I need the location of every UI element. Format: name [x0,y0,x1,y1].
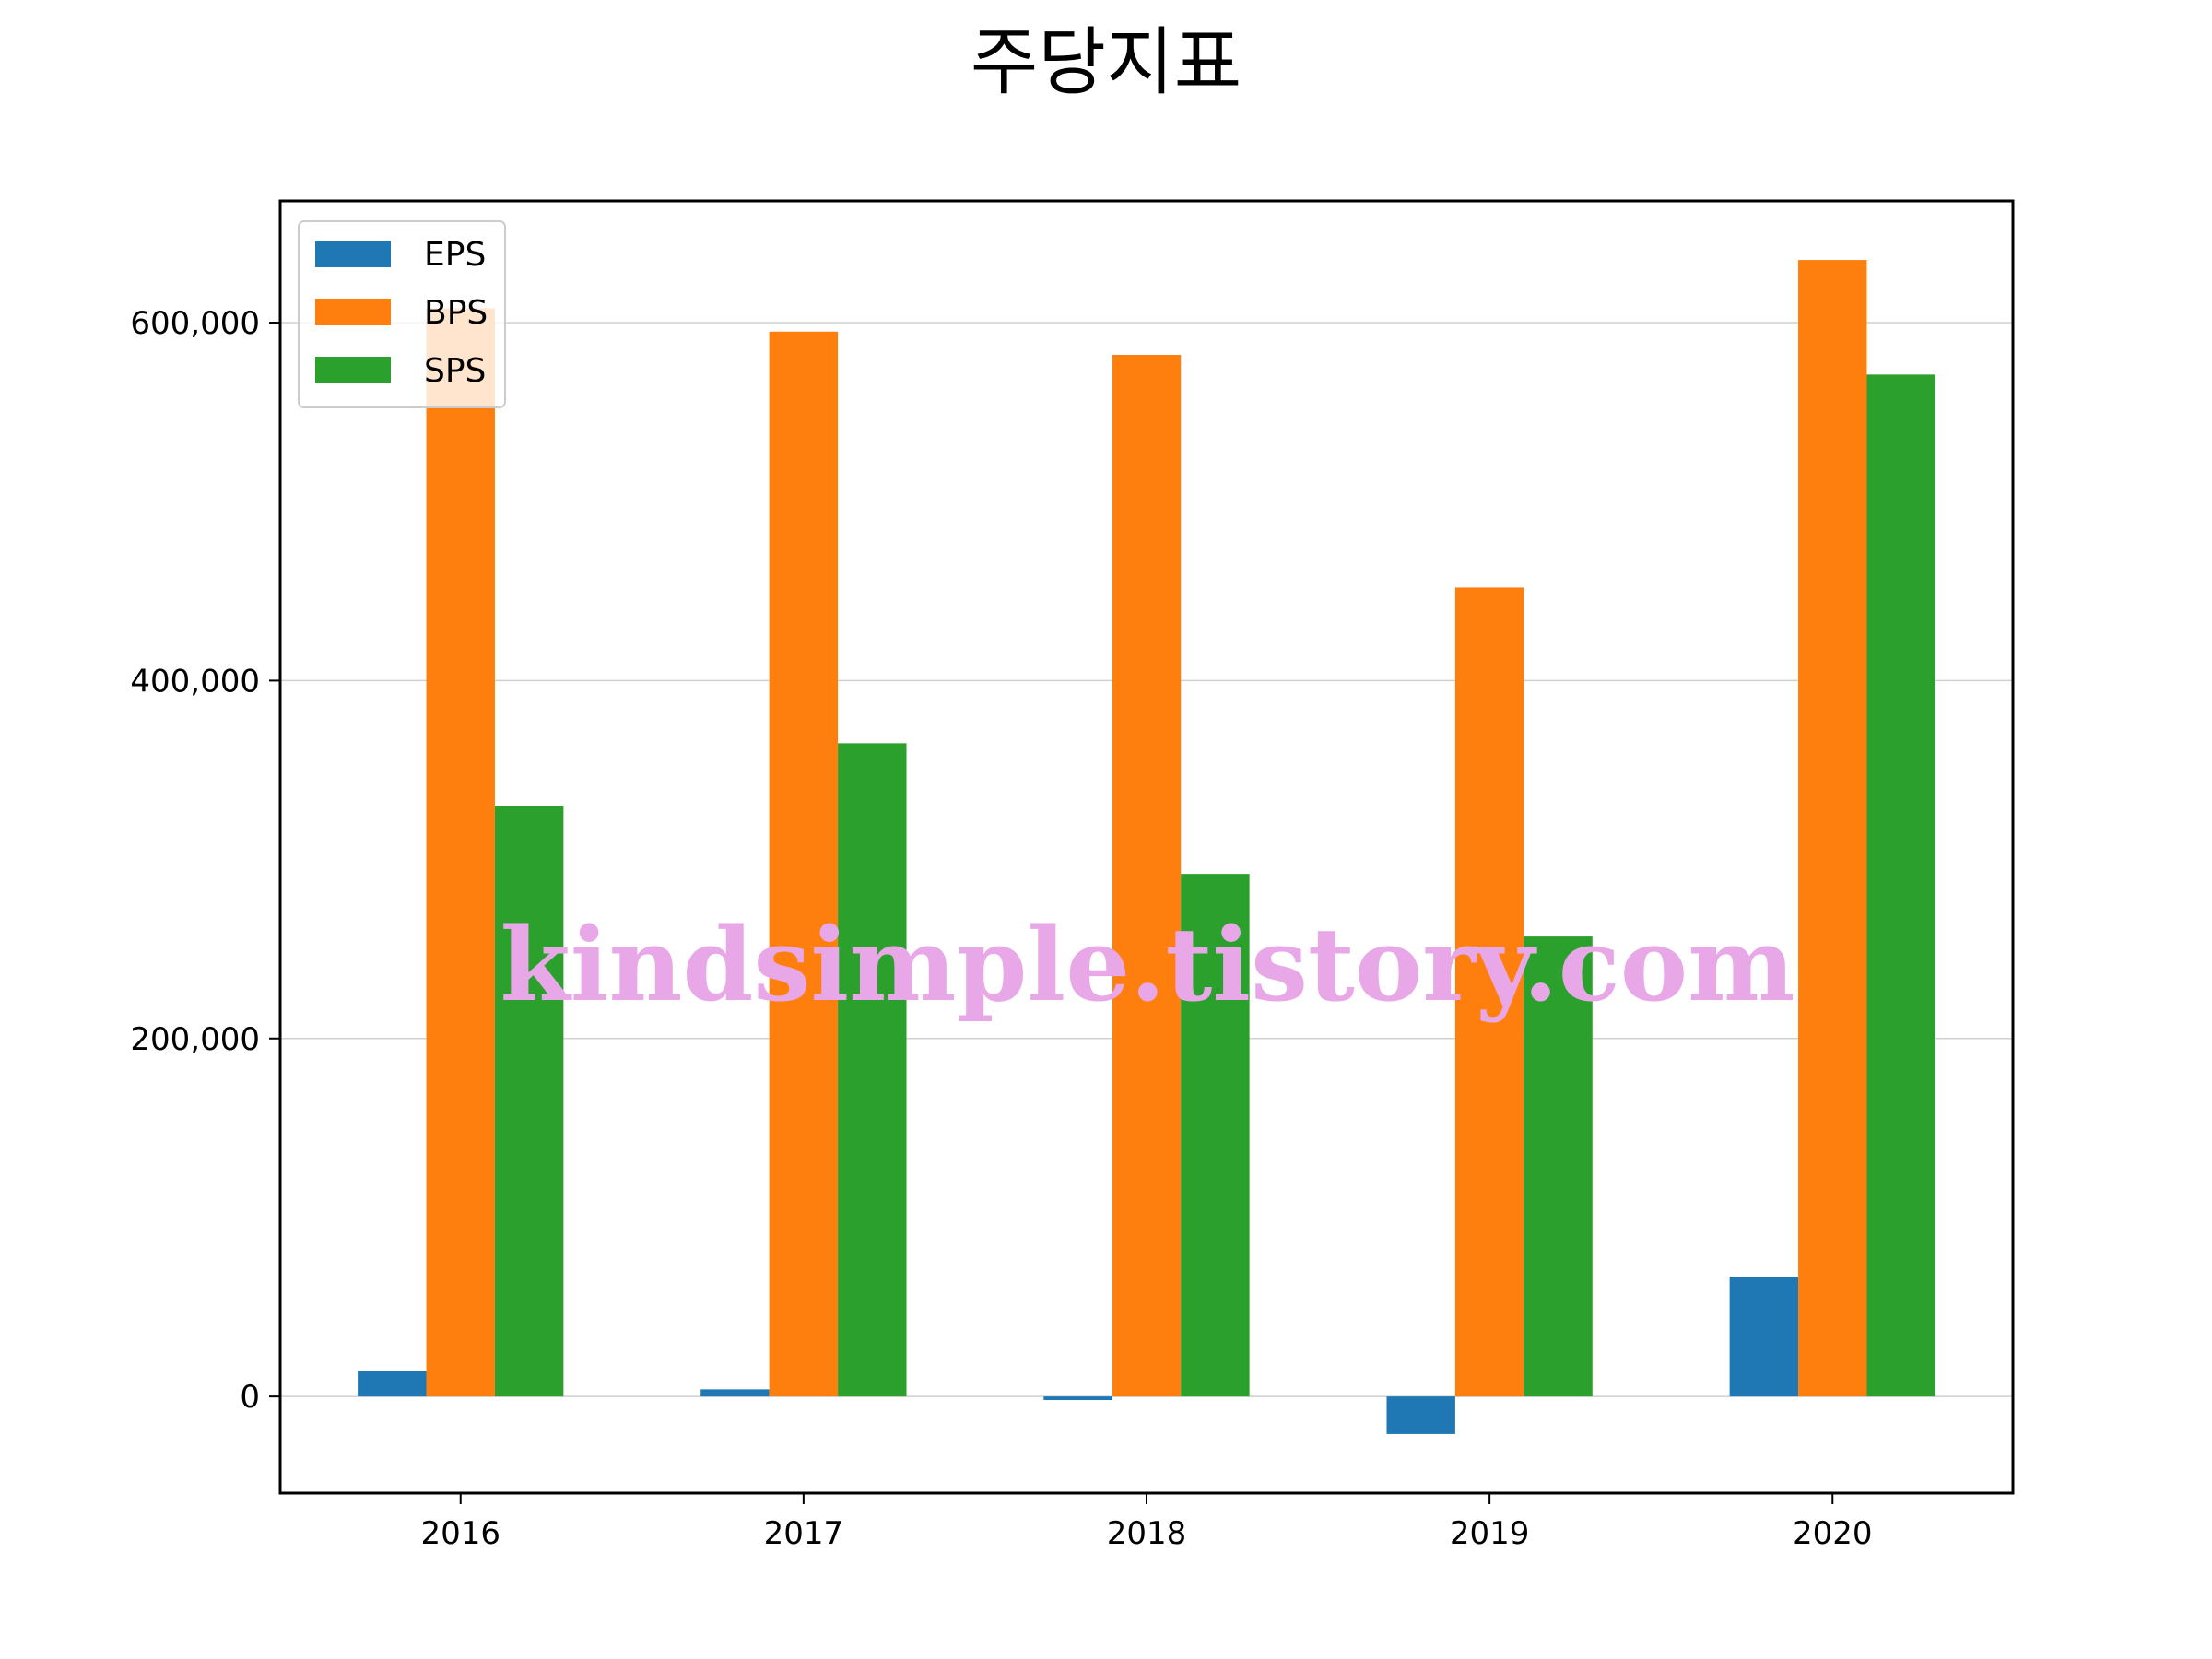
watermark-text: kindsimple.tistory.com [500,905,1795,1024]
bars [358,260,1936,1434]
y-tick-label: 600,000 [130,305,260,342]
bar-sps-2016 [494,806,564,1397]
legend-label-bps: BPS [424,294,488,332]
x-tick-label: 2020 [1793,1515,1873,1552]
bar-bps-2018 [1112,354,1182,1397]
legend-swatch-eps [315,241,391,267]
y-tick-label: 200,000 [130,1021,260,1058]
y-axis: 0 200,000 400,000 600,000 [130,305,280,1416]
bar-eps-2017 [700,1389,770,1397]
bar-bps-2016 [426,308,495,1397]
bar-eps-2018 [1043,1396,1112,1401]
y-tick-label: 0 [240,1379,260,1416]
bar-sps-2018 [1181,874,1250,1397]
x-axis: 2016 2017 2018 2019 2020 [420,1493,1873,1552]
x-tick-label: 2016 [420,1515,500,1552]
bar-sps-2017 [838,743,907,1397]
chart-title: 주당지표 [971,19,1241,105]
x-tick-label: 2017 [764,1515,844,1552]
bar-sps-2019 [1524,936,1593,1397]
legend-label-eps: EPS [424,236,486,274]
legend: EPS BPS SPS [298,220,506,408]
legend-label-sps: SPS [424,352,486,390]
y-tick-label: 400,000 [130,663,260,700]
bar-eps-2019 [1386,1396,1455,1434]
legend-swatch-sps [315,357,391,383]
bar-bps-2019 [1454,587,1524,1397]
bar-eps-2020 [1729,1277,1799,1397]
x-tick-label: 2018 [1107,1515,1187,1552]
bar-bps-2020 [1798,260,1867,1397]
x-tick-label: 2019 [1450,1515,1530,1552]
bar-bps-2017 [769,331,839,1397]
bar-eps-2016 [358,1371,427,1397]
bar-sps-2020 [1866,374,1936,1397]
legend-swatch-bps [315,299,391,325]
